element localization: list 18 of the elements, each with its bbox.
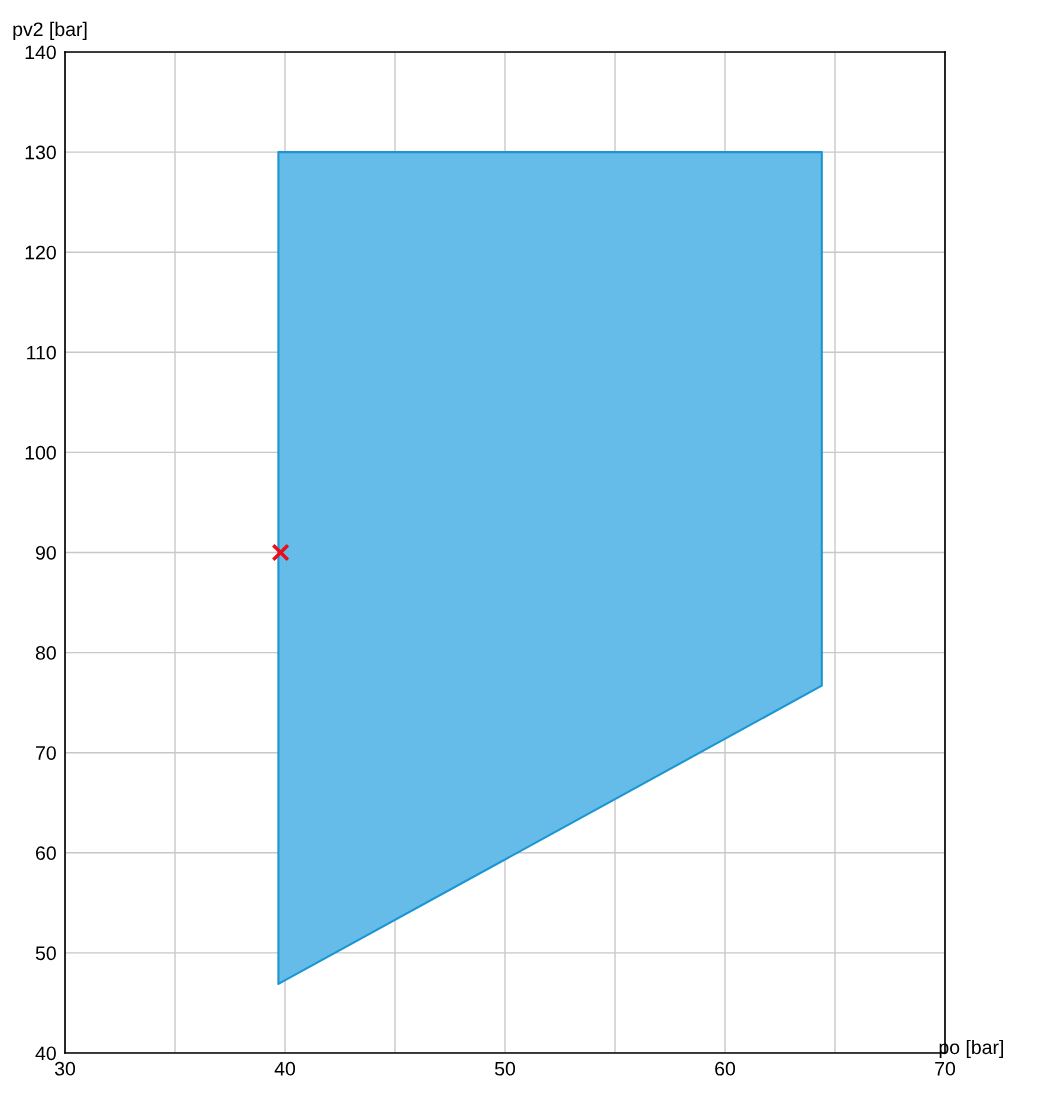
x-axis-title: po [bar] (939, 1039, 1003, 1059)
y-tick-label: 120 (25, 245, 56, 260)
y-tick-label: 100 (25, 445, 56, 460)
x-tick-label: 50 (494, 1061, 516, 1076)
y-tick-label: 40 (35, 1046, 56, 1061)
y-axis-title: pv2 [bar] (13, 21, 87, 40)
y-tick-label: 60 (36, 846, 56, 861)
y-tick-label: 110 (27, 345, 56, 360)
x-tick-label: 70 (935, 1061, 956, 1076)
y-tick-label: 70 (36, 746, 56, 760)
y-tick-label: 50 (35, 946, 56, 961)
x-tick-label: 60 (715, 1061, 736, 1076)
y-tick-label: 140 (25, 45, 56, 60)
y-tick-label: 130 (25, 145, 56, 160)
y-tick-label: 90 (35, 545, 56, 560)
y-tick-label: 80 (35, 646, 56, 660)
x-tick-label: 30 (54, 1061, 76, 1076)
x-tick-label: 40 (274, 1061, 296, 1076)
